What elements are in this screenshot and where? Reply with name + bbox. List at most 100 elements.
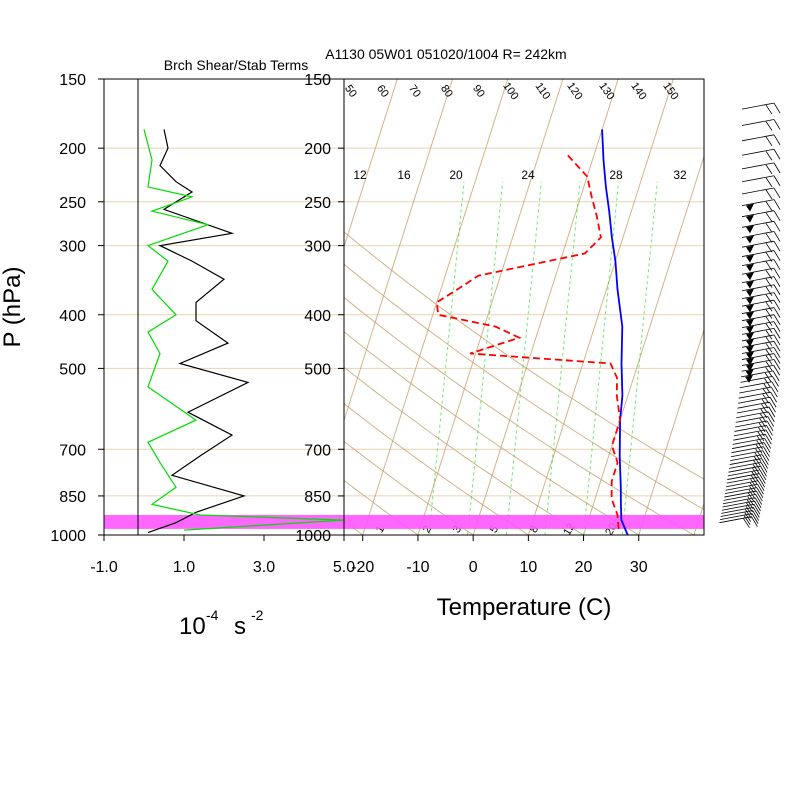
wind-barb-flag [773,321,781,332]
moist-adiabat-label: 5 [488,524,501,535]
wind-barb-flag [750,475,758,485]
wind-barb-shaft [727,469,760,477]
left-panel: 150 200 250 300 400 500 700 850 1000 -1.0 1.0 3.0 5… [50,72,355,576]
wind-barb-flag [766,425,773,436]
wind-barb-flag [761,399,769,409]
wind-barb-shaft [741,259,775,266]
dry-adiabat [344,479,419,535]
wind-barb-flag [764,438,772,449]
wind-barb-shaft [737,401,770,409]
left-x-axis-label: 10 -4 s -2 [179,607,264,640]
wind-barb-pennant [746,272,754,281]
right-x-tick-label: -20 [351,559,374,576]
wind-barb-flag [755,444,763,454]
wind-barb [741,347,781,360]
wind-barb [741,231,781,244]
wind-barb-flag [765,136,773,147]
wind-barb [741,334,781,347]
wind-barb-flag [751,513,759,524]
wind-barb-shaft [741,340,775,348]
wind-barb-flag [773,292,781,303]
y-axis-label: P (hPa) [0,267,26,348]
left-y-tick-label: 850 [59,489,86,506]
unit-base: 10 [179,613,206,640]
wind-barb [741,102,781,115]
wind-barb-flag [751,471,759,482]
left-y-tick-label: 700 [59,442,86,459]
skewt-isotherm [583,154,704,535]
mixing-ratio-label: 28 [609,168,623,182]
wind-barb-flag [772,376,779,387]
wind-barb-pennant [746,318,754,327]
dry-adiabat-label: 50 [342,83,359,100]
wind-barb [741,119,781,131]
wind-barb-flag [765,323,773,333]
wind-barb-shaft [738,391,771,399]
wind-barb-flag [773,175,781,186]
wind-barb-shaft [741,334,775,342]
wind-barb-pennant [746,363,754,372]
wind-barbs [719,102,781,528]
wind-barb [723,494,763,506]
wind-barb-shaft [741,307,775,314]
skewt-isotherm [472,79,619,535]
wind-barb-shaft [741,148,775,156]
wind-barb-flag [747,492,755,503]
wind-barb-flag [767,411,775,422]
wind-barb-pennant [745,374,754,383]
left-x-ticks: -1.0 1.0 3.0 5.0 [90,535,355,576]
wind-barb-flag [764,433,772,445]
wind-barb-flag [743,515,751,525]
mixing-ratio-label: 32 [673,168,687,182]
wind-barb-shaft [723,497,756,505]
wind-barb-shaft [728,465,761,473]
wind-barb-flag [765,189,773,200]
right-series-group [435,129,629,535]
left-y-tick-label: 200 [59,141,86,158]
wind-barb [733,429,773,442]
moist-adiabat-label: 1 [374,524,387,535]
wind-barb [732,442,771,454]
wind-barb [741,321,781,334]
wind-barb-flag [773,328,781,339]
wind-barb-flag [754,452,762,462]
left-panel-title: Brch Shear/Stab Terms [164,57,308,73]
wind-barb-flag [773,299,781,311]
wind-barb [741,307,781,320]
wind-barb [729,458,769,470]
wind-barb-flag [753,456,761,466]
wind-barb-shaft [741,292,775,299]
wind-barb-pennant [746,296,754,305]
wind-barb [727,473,766,485]
right-y-ticks: 150 200 250 300 400 500 700 850 1000 [295,72,344,545]
wind-barb-flag [756,440,764,450]
left-y-tick-label: 1000 [50,528,86,545]
right-frame [343,78,705,536]
wind-barb-shaft [720,510,753,517]
right-x-tick-label: 10 [519,559,537,576]
wind-barb-shaft [739,386,772,394]
wind-barb-flag [773,240,781,252]
unit-seconds-exponent: -2 [251,607,264,623]
right-y-tick-label: 150 [304,72,331,89]
wind-barb-shaft [741,250,775,257]
wind-barb-flag [758,473,766,484]
skewt-isotherm [344,79,454,423]
wind-barb [741,134,781,147]
left-x-tick-label: -1.0 [90,559,118,576]
mixing-ratio-label: 16 [397,168,411,182]
wind-barb-flag [752,510,760,521]
wind-barb-flag [756,487,764,498]
wind-barb-shaft [721,506,754,514]
wind-barb-flag [765,301,773,312]
wind-barb-pennant [746,357,754,366]
wind-barb [741,276,781,289]
left-series-group [143,129,344,534]
wind-barb-flag [762,450,770,461]
unit-base-exponent: -4 [206,607,219,623]
dry-adiabat-label: 60 [374,83,391,100]
wind-barb-flag [773,347,781,358]
wind-barb [741,240,781,254]
left-x-tick-label: 3.0 [253,559,275,576]
wind-barb-flag [765,336,773,347]
